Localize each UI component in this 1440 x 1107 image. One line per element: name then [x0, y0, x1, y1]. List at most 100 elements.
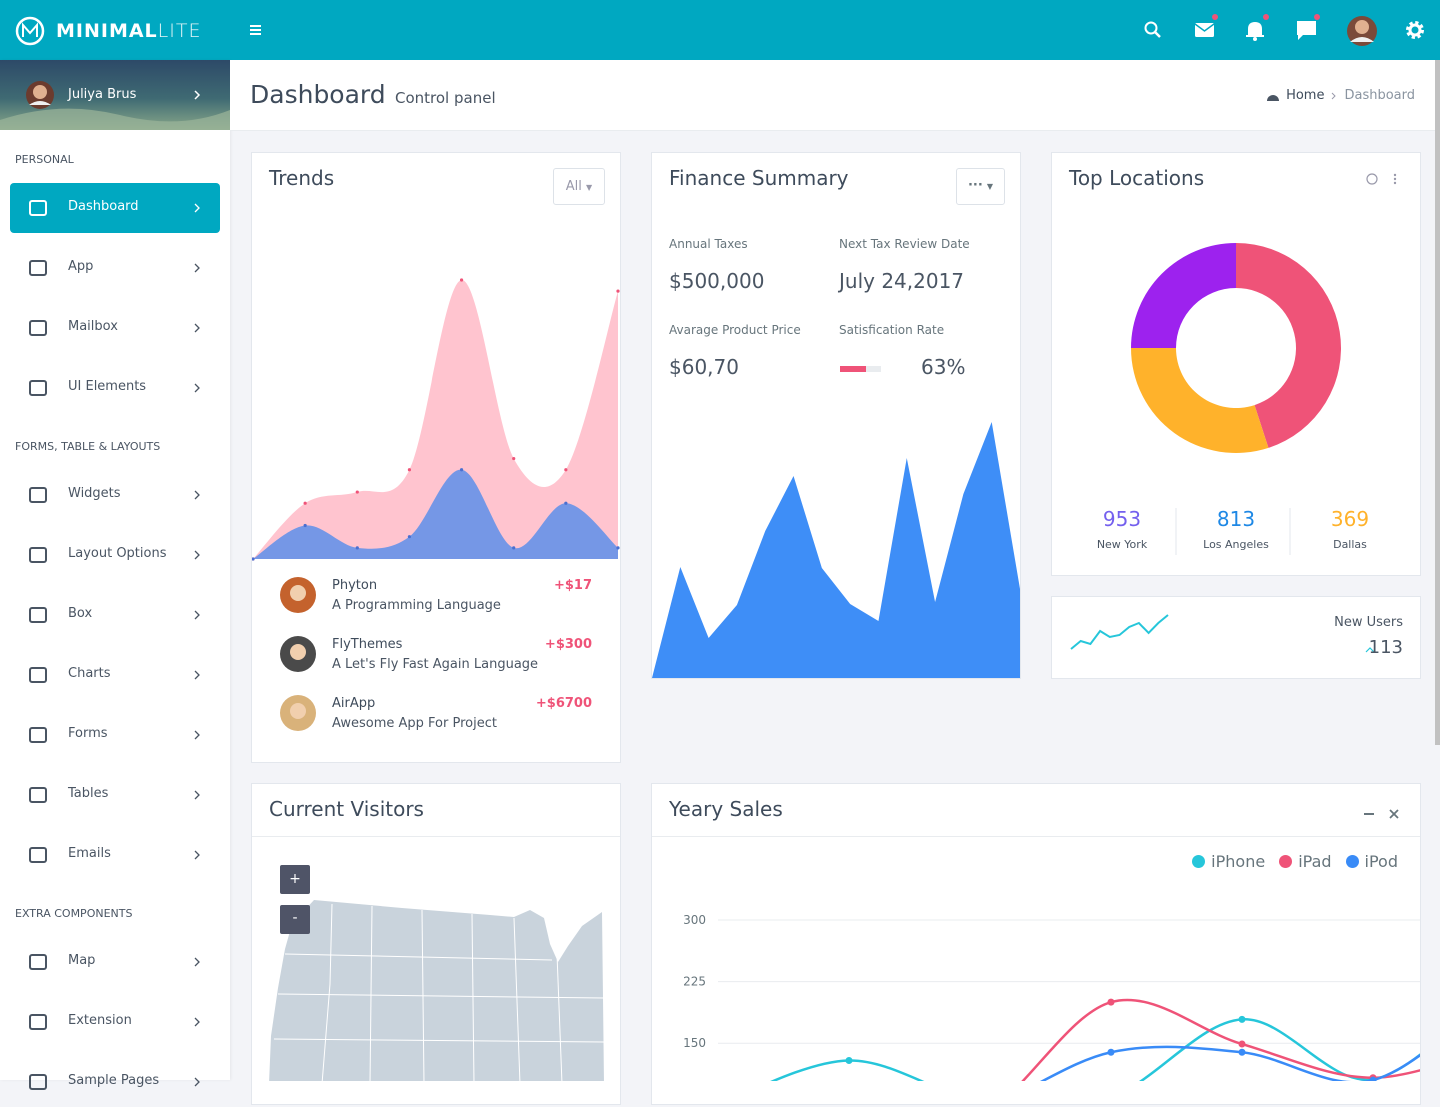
chat-icon[interactable]: [1297, 14, 1320, 40]
nav-item[interactable]: Emails: [10, 830, 220, 880]
icon-shape: [29, 380, 47, 396]
sales-card: 150 225 300 Yeary Sales iPhone iPad iPod: [651, 783, 1421, 1105]
up-arrow: [1365, 647, 1375, 653]
sidebar: Juliya Brus PERSONAL Dashboard App Mailbox U…: [0, 60, 230, 1090]
finance-card: Finance Summary ··· ▼ Annual Taxes $500,0…: [651, 152, 1021, 679]
nav-icon: [29, 547, 200, 563]
chevron: [194, 490, 200, 500]
scrollbar[interactable]: [1435, 60, 1440, 745]
nav-icon: [29, 847, 200, 863]
user-avatar[interactable]: [1347, 16, 1377, 46]
legend-item[interactable]: iPhone: [1192, 852, 1265, 871]
card-title: Yeary Sales: [669, 797, 783, 821]
nav-item[interactable]: Forms: [10, 710, 220, 760]
nav-icon: [29, 260, 200, 276]
data-point: [564, 501, 568, 505]
nav-label: Mailbox: [68, 319, 118, 334]
settings-icon[interactable]: [1406, 21, 1424, 39]
nav-icon: [29, 787, 200, 803]
icon-shape: [29, 607, 47, 623]
chevron: [194, 957, 200, 967]
legend-item[interactable]: iPod: [1345, 852, 1398, 871]
menu-toggle[interactable]: [250, 25, 261, 35]
top-bar: MINIMALLITE: [0, 0, 1440, 60]
user-panel[interactable]: Juliya Brus: [0, 60, 230, 130]
data-point: [1238, 1048, 1246, 1056]
legend-label: iPhone: [1211, 852, 1266, 871]
data-point: [459, 278, 464, 282]
nav-item[interactable]: UI Elements: [10, 363, 220, 413]
state-borders: [273, 903, 605, 1081]
icon-shape: [29, 1074, 47, 1090]
mail-icon[interactable]: [1194, 14, 1218, 37]
nav-item[interactable]: Widgets: [10, 470, 220, 520]
close-icon[interactable]: [1389, 809, 1399, 819]
area: [253, 469, 618, 559]
location-value: 813: [1216, 507, 1256, 531]
zoom-in-button[interactable]: +: [280, 865, 310, 894]
nav-label: App: [68, 259, 94, 274]
icon-shape: [29, 200, 47, 216]
card-title: Top Locations: [1069, 166, 1205, 190]
nav-item[interactable]: App: [10, 243, 220, 293]
legend-item[interactable]: iPad: [1279, 852, 1332, 871]
logo[interactable]: [0, 0, 230, 60]
nav-label: Forms: [68, 726, 108, 741]
nav-item[interactable]: Dashboard: [10, 183, 220, 233]
filter-dropdown[interactable]: All ▼: [553, 168, 605, 205]
data-point: [845, 1056, 853, 1064]
icon-shape: [29, 487, 47, 503]
more-icon[interactable]: [1393, 173, 1397, 185]
nav-item[interactable]: Box: [10, 590, 220, 640]
bell-icon[interactable]: [1246, 14, 1269, 41]
section-title: FORMS, TABLE & LAYOUTS: [15, 440, 161, 453]
nav-item[interactable]: Extension: [10, 997, 220, 1047]
data-point: [407, 468, 412, 472]
y-tick-label: 150: [683, 1036, 706, 1050]
nav-label: Tables: [68, 786, 109, 801]
avatar-face: [290, 644, 306, 660]
chevron: [194, 850, 200, 860]
map-region[interactable]: [269, 900, 604, 1081]
icon-shape: [29, 320, 47, 336]
nav-icon: [29, 320, 200, 336]
nav-item[interactable]: Sample Pages: [10, 1057, 220, 1107]
card-header-border: [252, 836, 620, 837]
data-point: [1238, 1015, 1246, 1023]
nav-item[interactable]: Map: [10, 937, 220, 987]
brand-bold: MINIMAL: [56, 20, 158, 42]
nav-icon: [29, 954, 200, 970]
nav-item[interactable]: Mailbox: [10, 303, 220, 353]
breadcrumb-home[interactable]: Home: [1286, 88, 1325, 103]
search-icon[interactable]: [1144, 21, 1161, 38]
nav-icon: [29, 727, 200, 743]
page-title: Dashboard: [250, 80, 386, 109]
logo-icon: [15, 16, 45, 46]
nav-label: Charts: [68, 666, 111, 681]
stat-value: 63%: [921, 355, 966, 379]
nav-icon: [29, 487, 200, 503]
nav-label: Layout Options: [68, 546, 167, 561]
item-name: Phyton: [332, 578, 378, 593]
nav-item[interactable]: Tables: [10, 770, 220, 820]
y-tick-label: 225: [683, 975, 706, 989]
data-point: [564, 468, 568, 472]
area: [652, 422, 1020, 678]
data-point: [616, 546, 620, 550]
brand-light: LITE: [157, 20, 202, 42]
chevron: [194, 1077, 200, 1087]
refresh-icon[interactable]: [1366, 173, 1378, 185]
user-name: Juliya Brus: [68, 87, 137, 102]
data-point: [252, 557, 255, 561]
data-point: [512, 456, 516, 461]
data-point: [1107, 1048, 1115, 1056]
nav-item[interactable]: Charts: [10, 650, 220, 700]
nav-label: Map: [68, 953, 96, 968]
chevron: [194, 1017, 200, 1027]
nav-item[interactable]: Layout Options: [10, 530, 220, 580]
chevron: [194, 323, 200, 333]
stat-label: Next Tax Review Date: [839, 237, 970, 251]
options-dropdown[interactable]: ··· ▼: [956, 168, 1005, 205]
donut-segment: [1131, 243, 1236, 348]
zoom-out-button[interactable]: -: [280, 905, 310, 934]
